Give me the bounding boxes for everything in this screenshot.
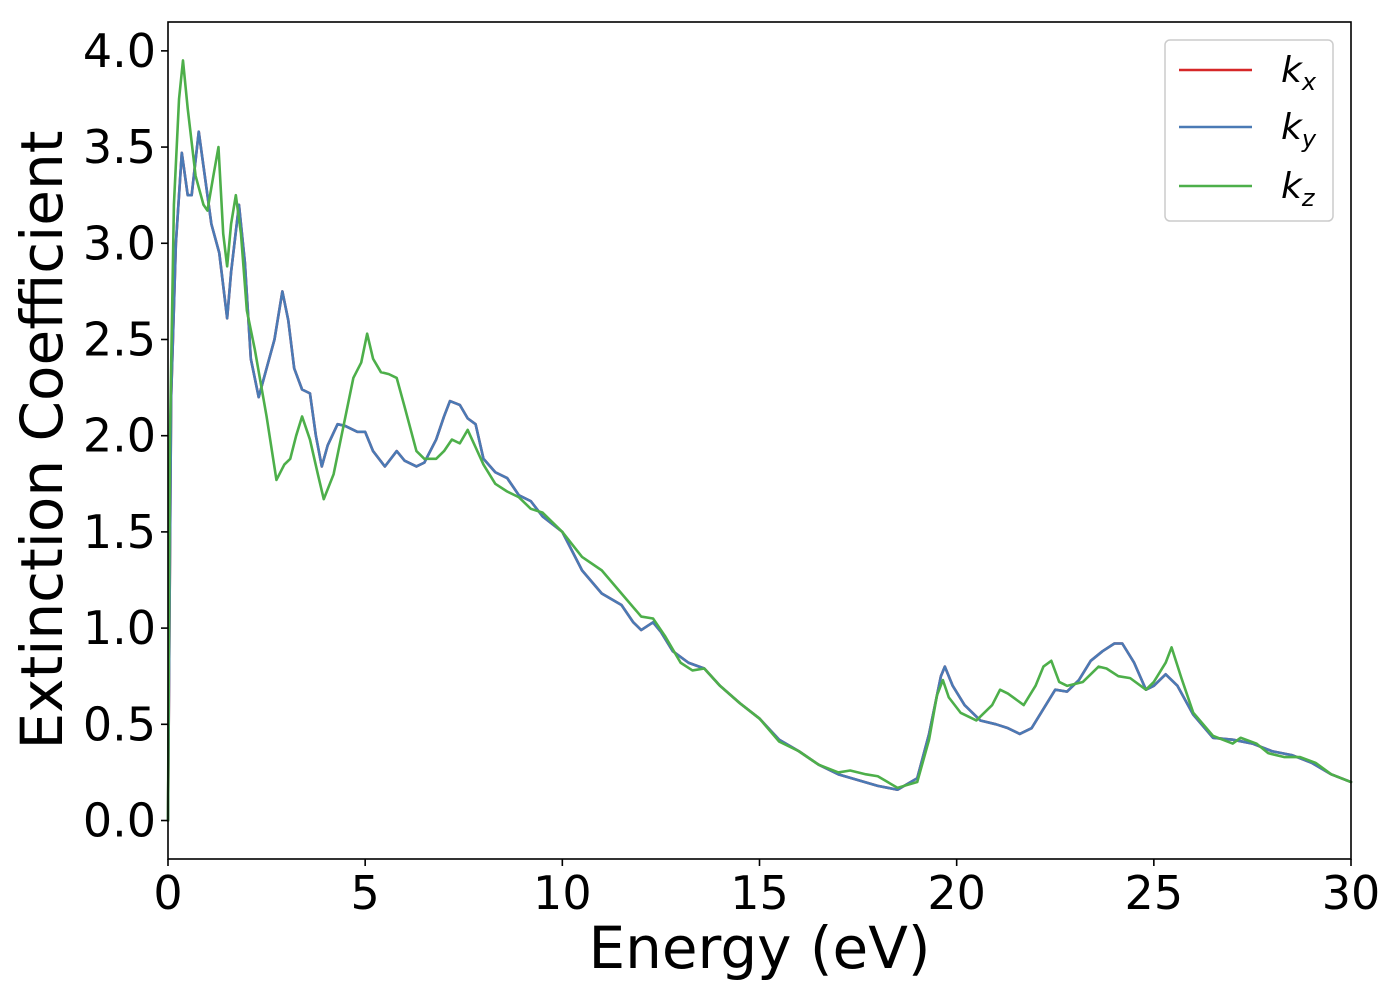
series-line-k_z	[166, 59, 1353, 822]
y-tick-label: 1.5	[83, 505, 156, 559]
y-axis-title: Extinction Coefficient	[8, 131, 76, 750]
y-tick-label: 2.0	[83, 409, 156, 463]
legend-label-k_z: kz	[1281, 166, 1316, 212]
legend: kx ky kz	[1164, 39, 1334, 222]
x-tick-label: 25	[1125, 866, 1184, 920]
y-tick-label: 2.5	[83, 312, 156, 366]
x-tick-label: 15	[730, 866, 789, 920]
x-axis-ticks: 0 5 10 15 20 25 30	[153, 859, 1380, 920]
y-tick-label: 3.0	[83, 216, 156, 270]
y-tick-label: 0.5	[83, 697, 156, 751]
series-layer	[166, 59, 1353, 822]
y-tick-label: 1.0	[83, 601, 156, 655]
y-tick-label: 0.0	[83, 794, 156, 848]
y-tick-label: 3.5	[83, 120, 156, 174]
x-tick-label: 0	[153, 866, 182, 920]
x-tick-label: 10	[533, 866, 592, 920]
x-tick-label: 5	[351, 866, 380, 920]
legend-label-k_x: kx	[1281, 50, 1317, 96]
legend-items: kx ky kz	[1179, 50, 1317, 212]
legend-box	[1164, 39, 1334, 222]
series-line-k_y	[166, 130, 1353, 822]
y-tick-label: 4.0	[83, 24, 156, 78]
legend-label-k_y: ky	[1281, 107, 1317, 153]
y-axis-ticks: 0.0 0.5 1.0 1.5 2.0 2.5 3.0 3.5 4.0	[83, 24, 168, 848]
x-tick-label: 20	[927, 866, 986, 920]
x-axis-title: Energy (eV)	[588, 914, 930, 982]
x-tick-label: 30	[1322, 866, 1381, 920]
